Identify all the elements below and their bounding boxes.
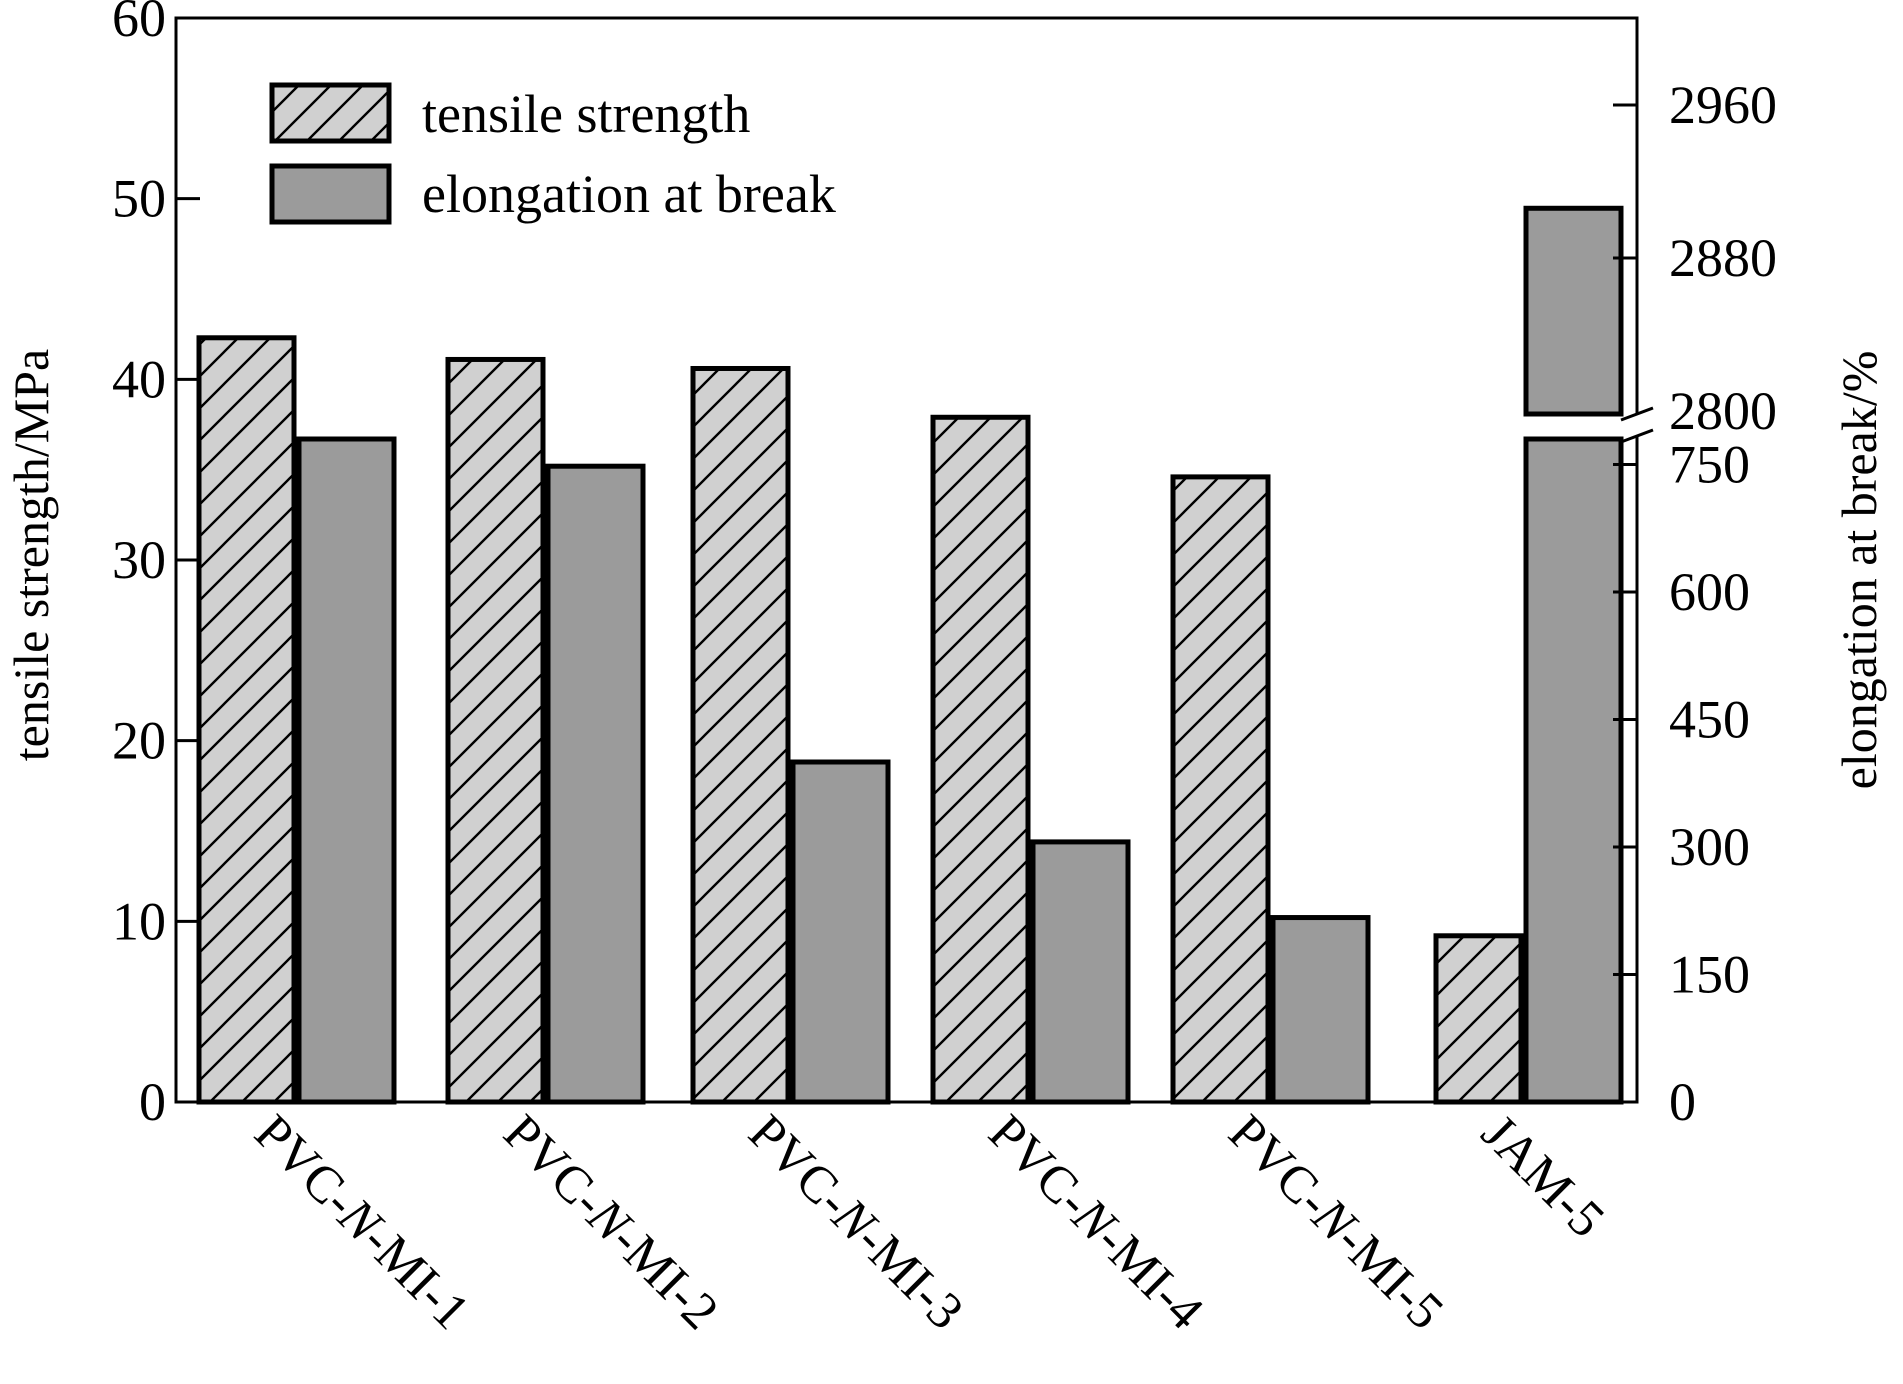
right-tick-label: 2880	[1669, 228, 1777, 288]
bar-tensile-strength-PVC-N-MI-4	[930, 414, 1031, 1105]
bar-elongation-JAM-5-lower	[1523, 436, 1624, 1105]
bar-elongation-PVC-N-MI-1-lower	[296, 436, 397, 1105]
x-tick-label: PVC-N-MI-1	[244, 1104, 480, 1340]
bar-elongation-JAM-5-upper	[1523, 205, 1624, 417]
x-tick-label: PVC-N-MI-3	[738, 1104, 974, 1340]
bars	[196, 205, 1624, 1105]
left-tick-label: 30	[112, 530, 166, 590]
axis-break-mark	[1620, 406, 1654, 422]
left-tick-label: 50	[112, 169, 166, 229]
x-tick-label: PVC-N-MI-4	[978, 1104, 1214, 1340]
bar-elongation-PVC-N-MI-2	[545, 463, 646, 1105]
bar-elongation-PVC-N-MI-3	[790, 759, 891, 1105]
bar-tensile-strength-PVC-N-MI-5	[1170, 474, 1271, 1105]
right-tick-label: 750	[1669, 435, 1750, 495]
right-tick-label: 600	[1669, 562, 1750, 622]
x-tick-label: PVC-N-MI-2	[493, 1104, 729, 1340]
right-tick-label: 150	[1669, 945, 1750, 1005]
left-tick-label: 0	[139, 1072, 166, 1132]
x-tick-label: JAM-5	[1471, 1104, 1615, 1248]
legend-label-tensile-strength: tensile strength	[422, 84, 750, 144]
bar-tensile-strength-PVC-N-MI-1	[196, 335, 297, 1105]
left-y-axis: 0 10 20 30 40 50 60	[112, 0, 200, 1132]
left-tick-label: 20	[112, 711, 166, 771]
x-tick-label: PVC-N-MI-5	[1218, 1104, 1454, 1340]
y-axis-title-left: tensile strength/MPa	[3, 349, 59, 761]
right-tick-label: 2800	[1669, 381, 1777, 441]
axis-break-mark	[1620, 428, 1654, 444]
right-tick-label: 300	[1669, 817, 1750, 877]
bar-tensile-strength-PVC-N-MI-3	[690, 365, 791, 1105]
bar-elongation-PVC-N-MI-5	[1270, 915, 1371, 1105]
legend: tensile strength elongation at break	[269, 82, 836, 225]
left-tick-label: 40	[112, 349, 166, 409]
bar-tensile-strength-PVC-N-MI-2	[445, 356, 546, 1105]
right-tick-label: 450	[1669, 690, 1750, 750]
left-tick-label: 10	[112, 891, 166, 951]
right-tick-label: 0	[1669, 1072, 1696, 1132]
bar-tensile-strength-JAM-5	[1433, 933, 1524, 1105]
right-tick-label: 2960	[1669, 75, 1777, 135]
axis-break-gap	[1631, 414, 1643, 436]
legend-swatch-elongation-at-break	[269, 163, 392, 225]
y-axis-title-right: elongation at break/%	[1831, 351, 1887, 790]
legend-label-elongation-at-break: elongation at break	[422, 164, 836, 224]
x-axis-labels: PVC-N-MI-1PVC-N-MI-2PVC-N-MI-3PVC-N-MI-4…	[244, 1104, 1615, 1340]
bar-elongation-PVC-N-MI-4	[1030, 839, 1131, 1105]
legend-swatch-tensile-strength	[269, 82, 392, 144]
left-tick-label: 60	[112, 0, 166, 48]
